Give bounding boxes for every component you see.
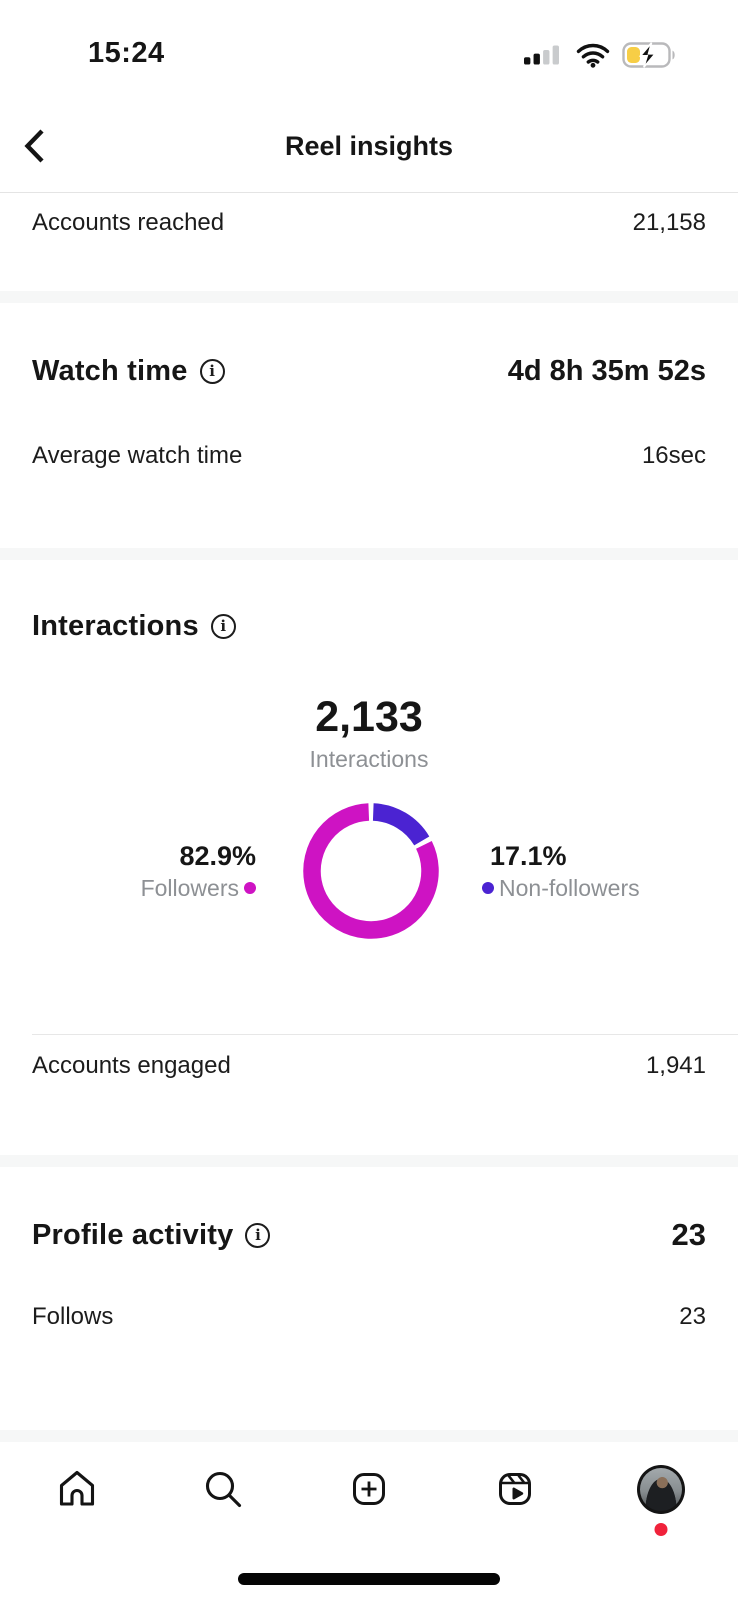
watch-time-value: 4d 8h 35m 52s bbox=[507, 355, 706, 387]
profile-activity-title: Profile activity bbox=[32, 1218, 234, 1251]
nonfollowers-legend: 17.1% Non-followers bbox=[446, 840, 738, 902]
watch-time-title: Watch time bbox=[32, 355, 188, 387]
average-watch-time-label: Average watch time bbox=[32, 442, 243, 469]
watch-time-section: Watch time i 4d 8h 35m 52s Average watch… bbox=[0, 303, 738, 548]
accounts-engaged-label: Accounts engaged bbox=[32, 1052, 231, 1079]
cellular-signal-icon bbox=[524, 43, 564, 72]
watch-time-header: Watch time i 4d 8h 35m 52s bbox=[0, 355, 738, 388]
search-icon bbox=[205, 1471, 242, 1508]
donut-segment-nonfollowers bbox=[372, 803, 430, 846]
accounts-engaged-row: Accounts engaged 1,941 bbox=[0, 1052, 738, 1080]
interactions-header: Interactions i bbox=[0, 610, 738, 643]
back-button[interactable] bbox=[14, 126, 54, 166]
tab-create[interactable] bbox=[345, 1465, 393, 1513]
interactions-donut-chart bbox=[303, 803, 439, 939]
interactions-section: Interactions i 2,133 Interactions 82.9% … bbox=[0, 560, 738, 1155]
followers-pct: 82.9% bbox=[179, 841, 256, 871]
profile-activity-section: Profile activity i 23 Follows 23 bbox=[0, 1167, 738, 1430]
follows-row: Follows 23 bbox=[0, 1303, 738, 1331]
info-icon[interactable]: i bbox=[245, 1222, 271, 1248]
home-icon bbox=[59, 1470, 95, 1506]
section-divider bbox=[0, 548, 738, 560]
section-divider bbox=[0, 1430, 738, 1442]
tab-profile[interactable] bbox=[637, 1464, 685, 1536]
followers-dot bbox=[244, 882, 256, 894]
section-divider bbox=[0, 1155, 738, 1167]
section-divider bbox=[0, 291, 738, 303]
page-title: Reel insights bbox=[284, 130, 454, 161]
accounts-reached-label: Accounts reached bbox=[32, 209, 225, 236]
notification-dot bbox=[654, 1523, 668, 1536]
status-icons bbox=[524, 42, 680, 73]
reels-icon bbox=[499, 1473, 531, 1505]
info-icon[interactable]: i bbox=[199, 359, 225, 384]
followers-label: Followers bbox=[140, 875, 239, 901]
tab-bar bbox=[0, 1442, 738, 1600]
average-watch-time-value: 16sec bbox=[641, 442, 706, 469]
follows-value: 23 bbox=[679, 1303, 706, 1330]
status-bar: 15:24 bbox=[0, 0, 738, 100]
nonfollowers-pct: 17.1% bbox=[490, 841, 567, 871]
interactions-total: 2,133 bbox=[315, 693, 423, 741]
donut-segment-followers bbox=[303, 803, 439, 939]
interactions-title: Interactions bbox=[32, 610, 199, 642]
interactions-chart-row: 82.9% Followers 17.1% Non-f bbox=[0, 796, 738, 946]
tab-home[interactable] bbox=[53, 1465, 101, 1513]
status-time: 15:24 bbox=[88, 37, 165, 69]
profile-avatar[interactable] bbox=[637, 1464, 685, 1514]
header: Reel insights bbox=[0, 100, 738, 193]
nonfollowers-dot bbox=[482, 882, 494, 894]
create-icon bbox=[353, 1473, 385, 1505]
accounts-reached-section: Accounts reached 21,158 bbox=[0, 193, 738, 291]
nonfollowers-label: Non-followers bbox=[499, 875, 640, 901]
accounts-reached-value: 21,158 bbox=[632, 209, 706, 236]
chevron-left-icon bbox=[24, 129, 44, 163]
interactions-total-label: Interactions bbox=[309, 746, 429, 772]
accounts-engaged-value: 1,941 bbox=[645, 1052, 706, 1079]
follows-label: Follows bbox=[32, 1303, 114, 1330]
battery-charging-icon bbox=[622, 42, 680, 73]
tab-reels[interactable] bbox=[491, 1465, 539, 1513]
profile-activity-value: 23 bbox=[671, 1217, 706, 1252]
accounts-reached-row: Accounts reached 21,158 bbox=[0, 201, 738, 237]
tab-search[interactable] bbox=[199, 1465, 247, 1513]
info-icon[interactable]: i bbox=[210, 614, 236, 639]
profile-activity-header: Profile activity i 23 bbox=[0, 1217, 738, 1253]
wifi-icon bbox=[576, 43, 610, 73]
row-divider bbox=[32, 1034, 738, 1035]
home-indicator[interactable] bbox=[238, 1573, 500, 1585]
followers-legend: 82.9% Followers bbox=[0, 840, 296, 902]
average-watch-time-row: Average watch time 16sec bbox=[0, 442, 738, 470]
